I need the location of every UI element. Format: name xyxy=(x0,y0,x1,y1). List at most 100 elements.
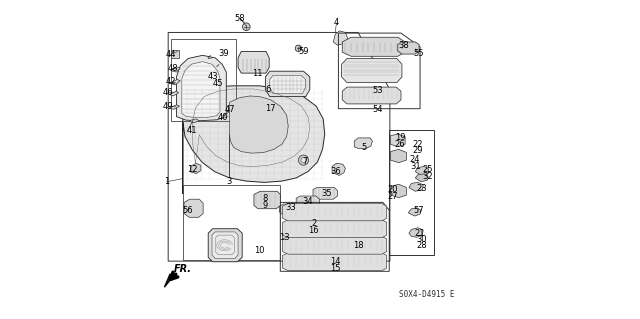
Polygon shape xyxy=(266,71,310,97)
Polygon shape xyxy=(171,50,179,58)
Text: 13: 13 xyxy=(279,233,290,242)
Polygon shape xyxy=(282,220,387,238)
Text: 56: 56 xyxy=(182,206,193,215)
Text: 41: 41 xyxy=(187,126,198,135)
Polygon shape xyxy=(415,167,429,175)
Polygon shape xyxy=(390,184,406,197)
Circle shape xyxy=(298,155,308,165)
Text: 42: 42 xyxy=(166,77,176,86)
Text: 20: 20 xyxy=(388,185,398,194)
Text: 18: 18 xyxy=(353,241,364,250)
Text: 3: 3 xyxy=(227,177,232,186)
Polygon shape xyxy=(342,37,405,56)
Polygon shape xyxy=(390,149,406,163)
Text: 57: 57 xyxy=(414,206,424,215)
Polygon shape xyxy=(184,199,203,217)
Text: 5: 5 xyxy=(361,143,367,152)
Text: 38: 38 xyxy=(398,41,408,50)
Polygon shape xyxy=(238,51,269,73)
Text: 28: 28 xyxy=(417,241,427,250)
Polygon shape xyxy=(177,55,227,121)
Text: 17: 17 xyxy=(266,104,276,113)
Polygon shape xyxy=(355,138,372,148)
Polygon shape xyxy=(212,232,238,259)
Polygon shape xyxy=(342,87,401,104)
Text: 58: 58 xyxy=(235,14,245,23)
Text: 11: 11 xyxy=(252,69,262,78)
Polygon shape xyxy=(296,196,319,207)
Text: 59: 59 xyxy=(298,47,308,56)
Text: 1: 1 xyxy=(164,177,170,186)
Polygon shape xyxy=(398,42,419,54)
Polygon shape xyxy=(254,191,280,209)
Text: 6: 6 xyxy=(265,85,270,94)
Text: 46: 46 xyxy=(163,88,173,97)
Text: S0X4-D4915 E: S0X4-D4915 E xyxy=(399,290,455,299)
Text: 44: 44 xyxy=(166,49,176,59)
Text: 43: 43 xyxy=(207,72,218,81)
Polygon shape xyxy=(169,105,180,109)
Polygon shape xyxy=(269,106,282,116)
Text: 30: 30 xyxy=(417,235,427,244)
Text: 34: 34 xyxy=(302,197,312,206)
Text: 48: 48 xyxy=(168,63,179,72)
Text: 9: 9 xyxy=(263,201,268,210)
Polygon shape xyxy=(409,228,423,237)
Text: 54: 54 xyxy=(372,105,383,114)
Text: 55: 55 xyxy=(414,48,424,58)
Text: 53: 53 xyxy=(372,86,383,95)
Text: 10: 10 xyxy=(255,246,265,255)
Text: 27: 27 xyxy=(388,191,398,201)
Polygon shape xyxy=(208,229,242,262)
Polygon shape xyxy=(183,86,324,194)
Polygon shape xyxy=(282,253,387,271)
Text: 21: 21 xyxy=(415,229,426,238)
Polygon shape xyxy=(342,58,402,83)
Polygon shape xyxy=(169,91,179,96)
Polygon shape xyxy=(189,119,199,123)
Text: 4: 4 xyxy=(334,19,339,27)
Circle shape xyxy=(301,158,306,163)
Text: 2: 2 xyxy=(311,219,316,227)
Polygon shape xyxy=(182,62,220,117)
Text: 12: 12 xyxy=(187,165,198,174)
Text: 16: 16 xyxy=(308,226,319,235)
Text: 22: 22 xyxy=(413,140,423,149)
Circle shape xyxy=(295,45,301,51)
Polygon shape xyxy=(408,208,421,216)
Text: 35: 35 xyxy=(321,189,332,198)
Text: 39: 39 xyxy=(219,48,229,58)
Text: 7: 7 xyxy=(302,157,307,166)
Polygon shape xyxy=(415,174,428,182)
Polygon shape xyxy=(230,96,288,177)
Polygon shape xyxy=(333,31,348,45)
Text: 49: 49 xyxy=(163,102,173,111)
Text: 40: 40 xyxy=(218,113,228,122)
Text: 36: 36 xyxy=(330,167,340,176)
Polygon shape xyxy=(313,188,337,199)
Polygon shape xyxy=(227,109,234,114)
Text: 15: 15 xyxy=(330,263,340,273)
Polygon shape xyxy=(279,204,301,215)
Circle shape xyxy=(243,23,250,31)
Polygon shape xyxy=(409,182,423,191)
Polygon shape xyxy=(282,204,387,221)
Text: FR.: FR. xyxy=(174,264,192,274)
Text: 24: 24 xyxy=(410,155,420,164)
Polygon shape xyxy=(390,134,405,147)
Text: 26: 26 xyxy=(395,140,405,149)
Text: 32: 32 xyxy=(422,172,433,181)
Text: 8: 8 xyxy=(262,194,268,203)
Polygon shape xyxy=(270,75,306,93)
Polygon shape xyxy=(164,274,172,287)
Text: 47: 47 xyxy=(225,105,236,114)
Text: 31: 31 xyxy=(410,162,420,171)
Text: 14: 14 xyxy=(330,257,340,266)
Text: 25: 25 xyxy=(422,165,433,174)
Text: 23: 23 xyxy=(417,184,427,193)
Text: 45: 45 xyxy=(212,79,223,88)
Text: 29: 29 xyxy=(413,146,423,155)
Polygon shape xyxy=(190,163,201,174)
Polygon shape xyxy=(170,79,180,85)
Polygon shape xyxy=(332,163,346,175)
